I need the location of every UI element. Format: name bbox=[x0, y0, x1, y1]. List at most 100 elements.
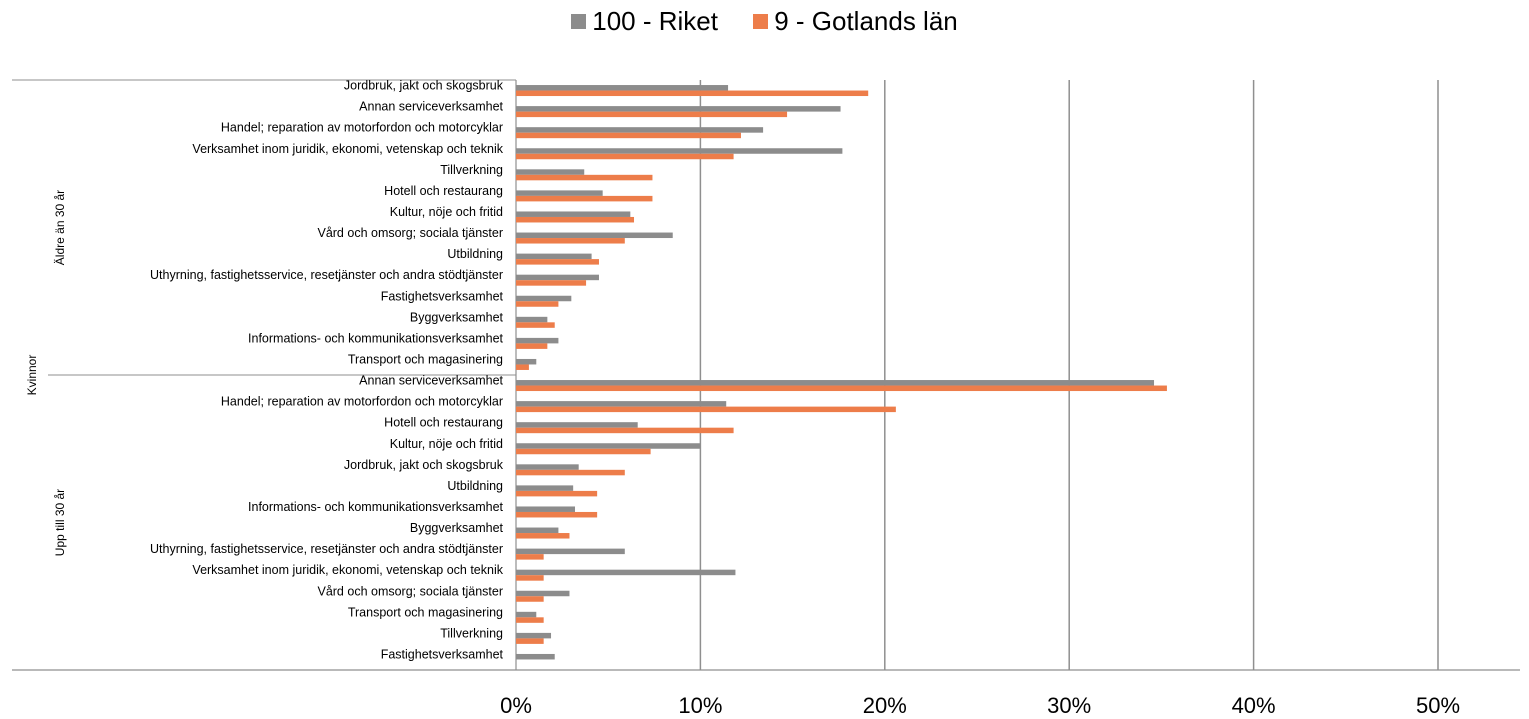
category-label: Fastighetsverksamhet bbox=[381, 647, 504, 661]
bar-gotland bbox=[516, 343, 548, 349]
bar-riket bbox=[516, 274, 599, 281]
bar-riket bbox=[516, 232, 673, 239]
bar-gotland bbox=[516, 469, 625, 476]
bar-gotland bbox=[516, 280, 587, 286]
bar-riket bbox=[516, 380, 1155, 386]
category-label: Vård och omsorg; sociala tjänster bbox=[317, 226, 503, 240]
category-label: Verksamhet inom juridik, ekonomi, vetens… bbox=[192, 563, 503, 577]
category-label: Fastighetsverksamhet bbox=[381, 289, 504, 303]
category-label: Jordbruk, jakt och skogsbruk bbox=[344, 458, 504, 472]
category-label: Jordbruk, jakt och skogsbruk bbox=[344, 79, 504, 93]
bar-riket bbox=[516, 401, 727, 407]
bar-riket bbox=[516, 443, 701, 449]
x-tick-label: 40% bbox=[1232, 693, 1276, 718]
bar-riket bbox=[516, 653, 555, 660]
bar-riket bbox=[516, 337, 559, 344]
category-label: Transport och magasinering bbox=[348, 605, 503, 619]
bar-gotland bbox=[516, 511, 598, 518]
bar-gotland bbox=[516, 617, 544, 623]
category-label: Uthyrning, fastighetsservice, resetjänst… bbox=[150, 542, 503, 556]
group-label: Äldre än 30 år bbox=[53, 190, 67, 265]
category-label: Kultur, nöje och fritid bbox=[390, 437, 503, 451]
bar-riket bbox=[516, 632, 552, 639]
bar-gotland bbox=[516, 174, 653, 181]
legend: 100 - Riket 9 - Gotlands län bbox=[0, 6, 1529, 37]
bar-riket bbox=[516, 190, 603, 196]
bar-riket bbox=[516, 85, 729, 91]
bar-gotland bbox=[516, 554, 544, 560]
x-tick-label: 50% bbox=[1416, 693, 1460, 718]
bar-gotland bbox=[516, 638, 544, 644]
category-label: Verksamhet inom juridik, ekonomi, vetens… bbox=[192, 142, 503, 156]
category-label: Kultur, nöje och fritid bbox=[390, 205, 503, 219]
bar-riket bbox=[516, 485, 574, 491]
bar-riket bbox=[516, 611, 537, 618]
category-label: Byggverksamhet bbox=[410, 310, 504, 324]
bar-gotland bbox=[516, 385, 1167, 392]
category-label: Informations- och kommunikationsverksamh… bbox=[248, 500, 503, 514]
legend-item-riket[interactable]: 100 - Riket bbox=[571, 6, 718, 37]
category-label: Annan serviceverksamhet bbox=[359, 374, 503, 388]
category-label: Uthyrning, fastighetsservice, resetjänst… bbox=[150, 268, 503, 282]
category-label: Tillverkning bbox=[440, 163, 503, 177]
bar-riket bbox=[516, 464, 579, 470]
bar-gotland bbox=[516, 153, 734, 160]
x-tick-label: 0% bbox=[500, 693, 532, 718]
bar-riket bbox=[516, 358, 537, 365]
bar-riket bbox=[516, 316, 548, 323]
bar-gotland bbox=[516, 301, 559, 307]
bar-riket bbox=[516, 295, 572, 302]
bar-riket bbox=[516, 506, 576, 512]
bar-gotland bbox=[516, 90, 869, 97]
bar-riket bbox=[516, 569, 736, 576]
category-label: Handel; reparation av motorfordon och mo… bbox=[221, 395, 503, 409]
bar-gotland bbox=[516, 575, 544, 581]
category-label: Tillverkning bbox=[440, 626, 503, 640]
bar-riket bbox=[516, 211, 631, 217]
category-label: Utbildning bbox=[447, 247, 503, 261]
bar-riket bbox=[516, 590, 570, 597]
category-label: Hotell och restaurang bbox=[384, 416, 503, 430]
bar-riket bbox=[516, 548, 625, 555]
category-label: Byggverksamhet bbox=[410, 521, 504, 535]
bar-gotland bbox=[516, 406, 896, 413]
bar-riket bbox=[516, 127, 764, 133]
x-tick-label: 30% bbox=[1047, 693, 1091, 718]
legend-label-riket: 100 - Riket bbox=[592, 6, 718, 36]
category-label: Utbildning bbox=[447, 479, 503, 493]
bar-riket bbox=[516, 169, 585, 175]
bar-gotland bbox=[516, 132, 741, 139]
bar-riket bbox=[516, 527, 559, 534]
x-tick-label: 20% bbox=[863, 693, 907, 718]
category-label: Transport och magasinering bbox=[348, 352, 503, 366]
bar-riket bbox=[516, 253, 592, 260]
group-label: Upp till 30 år bbox=[53, 489, 67, 556]
bar-gotland bbox=[516, 195, 653, 202]
bar-gotland bbox=[516, 448, 651, 455]
legend-swatch-gotland bbox=[753, 13, 769, 29]
category-label: Handel; reparation av motorfordon och mo… bbox=[221, 121, 503, 135]
bar-gotland bbox=[516, 490, 598, 497]
bar-gotland bbox=[516, 238, 625, 244]
bar-gotland bbox=[516, 111, 788, 118]
bar-riket bbox=[516, 422, 638, 428]
bar-gotland bbox=[516, 427, 734, 434]
outer-group-label: Kvinnor bbox=[25, 355, 39, 396]
bar-gotland bbox=[516, 364, 529, 370]
bar-gotland bbox=[516, 259, 599, 265]
category-label: Vård och omsorg; sociala tjänster bbox=[317, 584, 503, 598]
legend-label-gotland: 9 - Gotlands län bbox=[774, 6, 958, 36]
legend-item-gotland[interactable]: 9 - Gotlands län bbox=[753, 6, 958, 37]
category-label: Informations- och kommunikationsverksamh… bbox=[248, 331, 503, 345]
category-label: Annan serviceverksamhet bbox=[359, 100, 503, 114]
bar-gotland bbox=[516, 533, 570, 539]
bar-riket bbox=[516, 148, 843, 154]
bar-riket bbox=[516, 106, 841, 112]
bar-gotland bbox=[516, 216, 635, 223]
category-label: Hotell och restaurang bbox=[384, 184, 503, 198]
bar-gotland bbox=[516, 322, 555, 328]
legend-swatch-riket bbox=[571, 13, 587, 29]
x-tick-label: 10% bbox=[678, 693, 722, 718]
bar-gotland bbox=[516, 596, 544, 602]
